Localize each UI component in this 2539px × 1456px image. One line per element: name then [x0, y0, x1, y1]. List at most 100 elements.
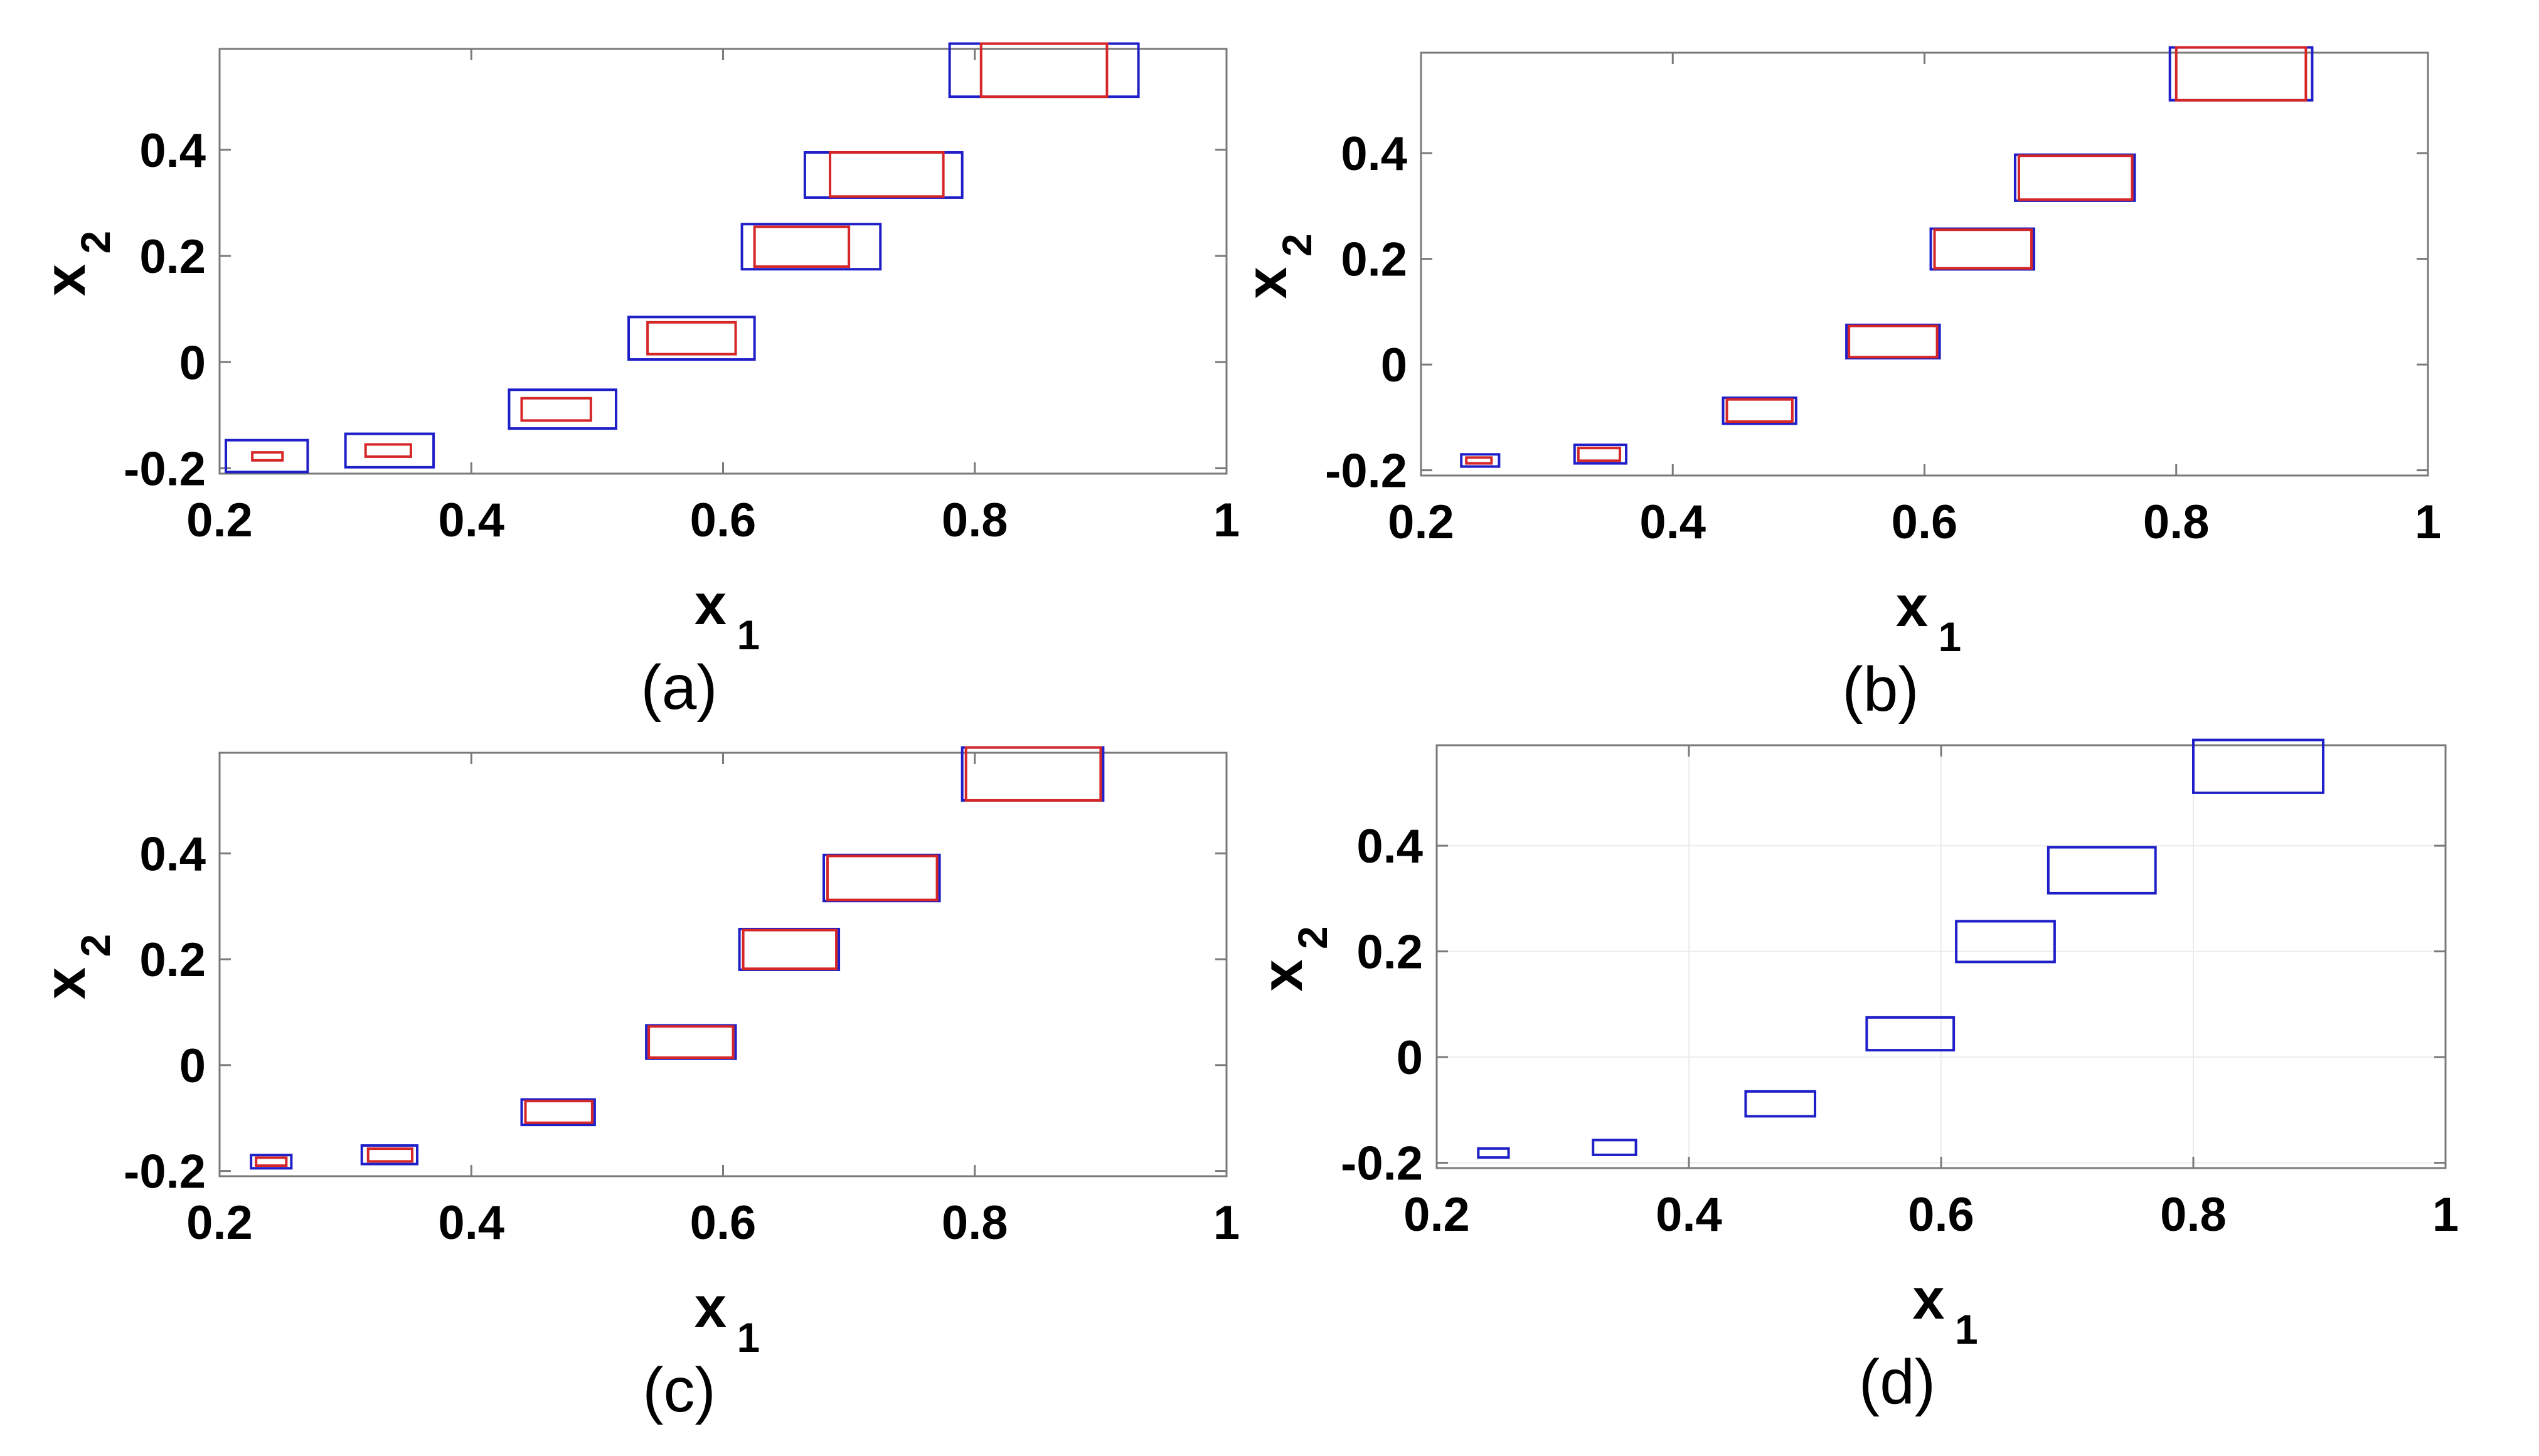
outer-interval-box [1477, 1147, 1510, 1159]
outer-interval-box [627, 316, 756, 361]
outer-interval-box [1865, 1016, 1956, 1052]
x-axis-label: x [1896, 575, 1928, 639]
outer-interval-box [822, 853, 941, 903]
y-tick-label: 0.2 [139, 933, 206, 987]
x-tick-label: 0.4 [1639, 496, 1706, 549]
outer-interval-box [961, 746, 1105, 802]
y-axis-label-group: x2 [1250, 926, 1336, 991]
inner-interval-box [366, 1147, 413, 1163]
inner-interval-box [979, 42, 1109, 98]
x-axis-label-subscript: 1 [737, 612, 760, 658]
x-tick-label: 1 [2432, 1188, 2459, 1241]
outer-interval-box [250, 1154, 293, 1170]
panel-caption: (d) [1859, 1347, 1935, 1417]
inner-interval-box [753, 225, 851, 268]
x-axis-label: x [695, 1275, 727, 1339]
outer-interval-box [225, 438, 309, 474]
outer-interval-box [1929, 227, 2036, 271]
x-tick-label: 0.2 [186, 494, 253, 547]
y-axis-label-subscript: 2 [72, 231, 119, 254]
inner-interval-box [1725, 398, 1794, 423]
y-tick-label: 0.4 [139, 827, 206, 881]
x-tick-label: 0.4 [1656, 1188, 1722, 1241]
outer-interval-box [1722, 396, 1797, 425]
x-axis-label: x [1912, 1267, 1944, 1331]
inner-interval-box [829, 151, 945, 198]
y-axis-label: x [1250, 959, 1314, 991]
panel-caption: (b) [1842, 654, 1919, 725]
x-tick-label: 0.8 [942, 494, 1008, 547]
inner-interval-box [251, 451, 284, 462]
inner-interval-box [2174, 46, 2307, 102]
x-tick-label: 0.6 [690, 1196, 757, 1250]
y-tick-label: 0 [179, 336, 206, 390]
x-tick-label: 0.6 [1892, 496, 1958, 549]
outer-interval-box [1744, 1090, 1816, 1118]
y-tick-label: 0.2 [139, 230, 206, 284]
outer-interval-box [738, 927, 841, 971]
x-tick-label: 0.2 [186, 1196, 253, 1250]
outer-interval-box [740, 223, 882, 271]
outer-interval-box [2013, 153, 2136, 202]
inner-interval-box [364, 443, 412, 458]
x-axis-label-subscript: 1 [1955, 1306, 1978, 1352]
y-axis-label-subscript: 2 [1274, 233, 1320, 257]
outer-interval-box [360, 1144, 418, 1166]
inner-interval-box [524, 1100, 593, 1124]
outer-interval-box [1845, 323, 1941, 359]
outer-interval-box [520, 1098, 596, 1127]
outer-interval-box [2168, 46, 2314, 102]
outer-interval-box [948, 42, 1140, 98]
inner-interval-box [742, 928, 838, 970]
x-tick-label: 0.2 [1403, 1188, 1470, 1241]
outer-interval-box [344, 432, 435, 469]
outer-interval-box [1460, 453, 1501, 468]
y-tick-label: 0 [179, 1039, 206, 1093]
inner-interval-box [255, 1156, 288, 1167]
x-tick-label: 0.4 [438, 494, 504, 547]
inner-interval-box [1465, 456, 1493, 465]
panel-caption: (c) [642, 1355, 716, 1425]
plot-frame [218, 752, 1228, 1177]
plot-frame [1420, 51, 2429, 477]
x-tick-label: 1 [1213, 494, 1240, 547]
inner-interval-box [1933, 228, 2033, 270]
y-tick-label: 0.2 [1341, 233, 1407, 287]
x-tick-label: 0.8 [942, 1196, 1008, 1250]
y-axis-label-group: x2 [33, 231, 119, 296]
y-tick-label: -0.2 [124, 1145, 206, 1199]
panel-c: 0.2 0.4 0.6 0.8 1-0.200.20.4x 1x2(c) [33, 746, 1240, 1425]
y-tick-label: 0.4 [1341, 127, 1407, 181]
inner-interval-box [520, 396, 592, 422]
y-axis-label-subscript: 2 [72, 934, 119, 957]
panel-d: 0.2 0.4 0.6 0.8 1-0.200.20.4x 1x2(d) [1250, 738, 2459, 1417]
x-tick-label: 0.4 [438, 1196, 504, 1250]
y-axis-label: x [33, 967, 97, 999]
x-tick-label: 1 [1213, 1196, 1240, 1250]
outer-interval-box [508, 388, 617, 430]
y-axis-label-group: x2 [33, 934, 119, 999]
inner-interval-box [2017, 154, 2134, 201]
inner-interval-box [646, 321, 737, 356]
inner-interval-box [647, 1025, 735, 1059]
panel-b: 0.2 0.4 0.6 0.8 1-0.200.20.4x 1x2(b) [1235, 46, 2441, 725]
y-tick-label: 0 [1381, 339, 1407, 392]
y-axis-label: x [33, 264, 97, 296]
y-tick-label: 0.4 [139, 124, 206, 178]
outer-interval-box [2047, 846, 2157, 895]
y-tick-label: 0 [1397, 1031, 1423, 1085]
y-tick-label: 0.2 [1356, 926, 1423, 979]
panel-a: 0.2 0.4 0.6 0.8 1-0.200.20.4x 1x2(a) [33, 42, 1240, 723]
inner-interval-box [1577, 447, 1621, 462]
panel-caption: (a) [641, 652, 717, 723]
outer-interval-box [645, 1024, 737, 1060]
x-tick-label: 1 [2415, 496, 2441, 549]
x-axis-label-subscript: 1 [1939, 614, 1962, 660]
y-axis-label: x [1235, 267, 1299, 299]
y-tick-label: -0.2 [1341, 1137, 1423, 1191]
x-tick-label: 0.6 [690, 494, 757, 547]
inner-interval-box [964, 746, 1102, 802]
plot-frame [218, 48, 1228, 475]
y-axis-label-group: x2 [1235, 233, 1320, 299]
